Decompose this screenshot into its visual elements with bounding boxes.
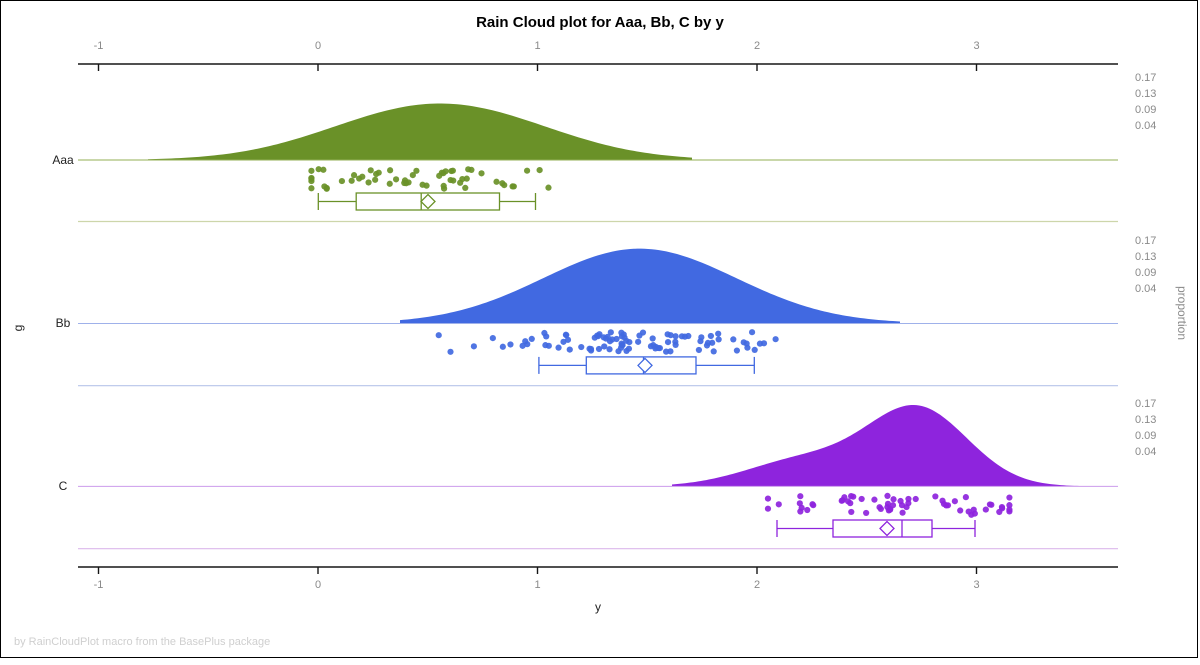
- svg-text:-1: -1: [94, 40, 104, 52]
- svg-text:0.04: 0.04: [1135, 120, 1156, 132]
- svg-text:0.17: 0.17: [1135, 72, 1156, 84]
- svg-text:0.13: 0.13: [1135, 88, 1156, 100]
- svg-text:0.04: 0.04: [1135, 446, 1156, 458]
- svg-text:0.09: 0.09: [1135, 267, 1156, 279]
- svg-text:3: 3: [973, 579, 979, 591]
- svg-text:0.17: 0.17: [1135, 398, 1156, 410]
- svg-text:1: 1: [534, 40, 540, 52]
- svg-text:C: C: [59, 479, 68, 493]
- svg-text:0.04: 0.04: [1135, 283, 1156, 295]
- svg-text:by RainCloudPlot macro from th: by RainCloudPlot macro from the BasePlus…: [14, 636, 270, 648]
- svg-text:0.13: 0.13: [1135, 251, 1156, 263]
- svg-text:0.09: 0.09: [1135, 104, 1156, 116]
- svg-text:0.09: 0.09: [1135, 430, 1156, 442]
- svg-text:-1: -1: [94, 579, 104, 591]
- svg-text:2: 2: [754, 579, 760, 591]
- svg-text:g: g: [11, 325, 25, 332]
- svg-text:3: 3: [973, 40, 979, 52]
- svg-text:0.13: 0.13: [1135, 414, 1156, 426]
- svg-text:Bb: Bb: [56, 316, 71, 330]
- svg-text:0.17: 0.17: [1135, 235, 1156, 247]
- svg-text:0: 0: [315, 40, 321, 52]
- svg-text:Aaa: Aaa: [52, 153, 74, 167]
- svg-text:proportion: proportion: [1175, 286, 1189, 340]
- svg-text:0: 0: [315, 579, 321, 591]
- svg-text:y: y: [595, 600, 601, 614]
- svg-text:2: 2: [754, 40, 760, 52]
- svg-text:1: 1: [534, 579, 540, 591]
